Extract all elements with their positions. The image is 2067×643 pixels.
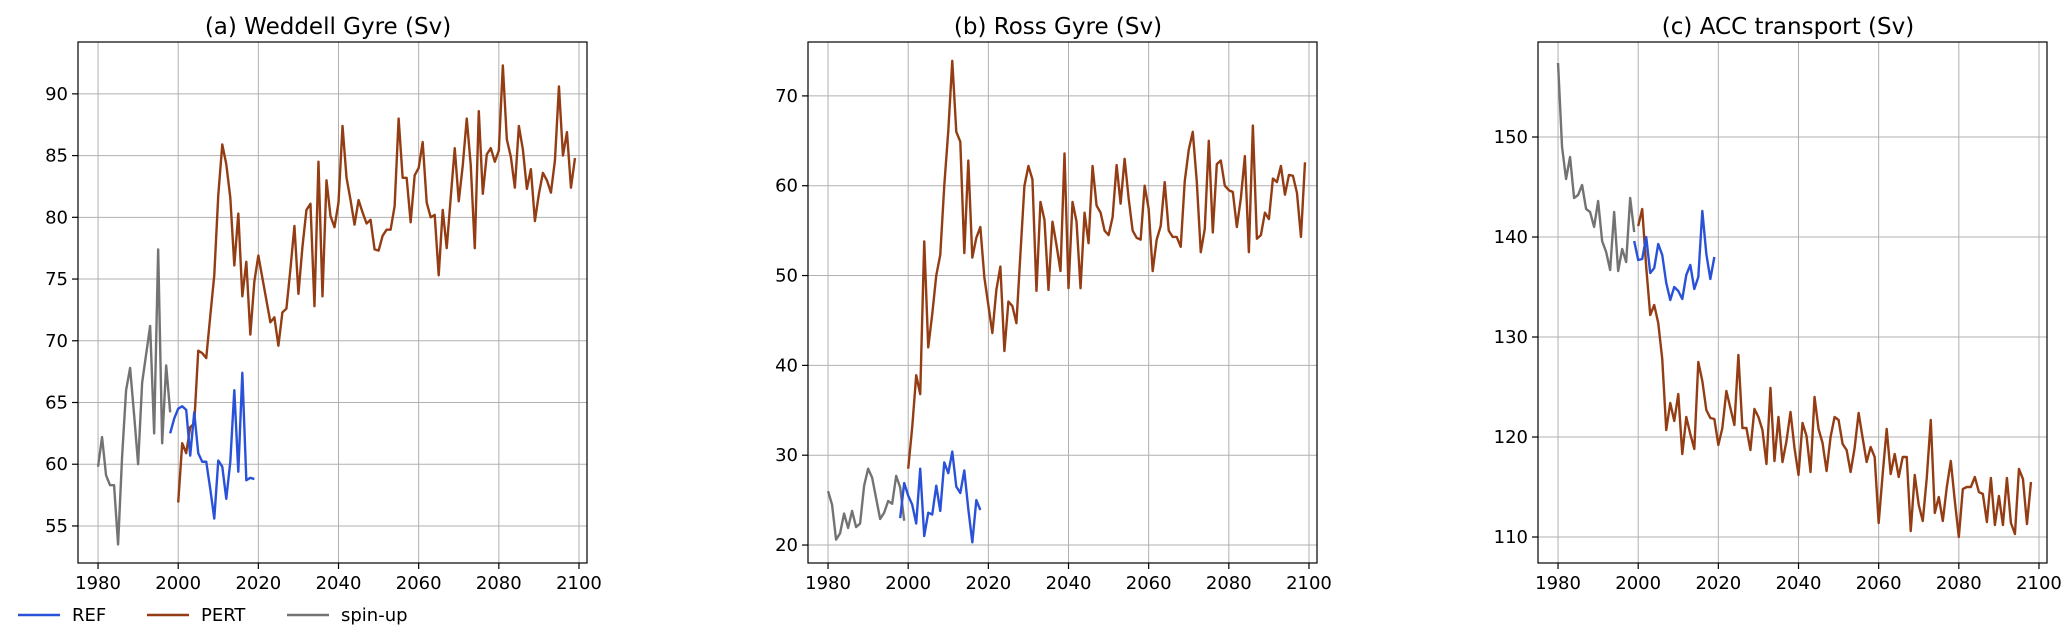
y-tick-label: 90 — [45, 84, 68, 105]
y-tick-label: 60 — [45, 454, 68, 475]
legend-label-ref: REF — [72, 605, 106, 626]
x-tick-label: 2040 — [1776, 573, 1822, 594]
plot-frame — [1537, 41, 2048, 564]
legend: REF PERT spin-up — [18, 605, 408, 626]
x-tick-label: 2040 — [1046, 573, 1092, 594]
series-line-spin-up — [826, 467, 906, 541]
series-line-pert — [177, 64, 577, 503]
series-line-ref — [1633, 209, 1716, 302]
y-tick-label: 110 — [1494, 527, 1528, 548]
panel-title: (b) Ross Gyre (Sv) — [954, 14, 1162, 40]
y-tick-label: 130 — [1494, 327, 1528, 348]
series-line-pert — [907, 59, 1307, 469]
y-tick-label: 20 — [775, 535, 798, 556]
y-tick-label: 40 — [775, 355, 798, 376]
legend-label-pert: PERT — [201, 605, 246, 626]
panel-title: (a) Weddell Gyre (Sv) — [205, 14, 451, 40]
y-tick-label: 30 — [775, 445, 798, 466]
panel-acc-transport: (c) ACC transport (Sv) 1980 2000 2020 2040 2… — [1494, 14, 2062, 594]
x-tick-label: 2020 — [965, 573, 1011, 594]
series-line-spin-up — [96, 248, 172, 546]
y-tick-label: 65 — [45, 393, 68, 414]
panel-weddell-gyre: (a) Weddell Gyre (Sv) 1980 2000 2020 2040 20… — [45, 14, 602, 594]
x-tick-label: 2100 — [1286, 573, 1332, 594]
x-tick-label: 1980 — [1535, 573, 1581, 594]
y-tick-label: 60 — [775, 176, 798, 197]
plot-frame — [807, 41, 1318, 564]
y-tick-label: 70 — [775, 86, 798, 107]
x-tick-label: 2080 — [1206, 573, 1252, 594]
y-tick-label: 70 — [45, 331, 68, 352]
x-tick-label: 2000 — [155, 573, 201, 594]
panel-title: (c) ACC transport (Sv) — [1662, 14, 1914, 40]
series-line-spin-up — [1556, 62, 1636, 273]
x-tick-label: 1980 — [805, 573, 851, 594]
y-tick-label: 85 — [45, 146, 68, 167]
x-tick-label: 2060 — [1856, 573, 1902, 594]
y-tick-label: 75 — [45, 269, 68, 290]
series-line-ref — [169, 371, 255, 520]
x-tick-label: 2100 — [2016, 573, 2062, 594]
x-tick-label: 2020 — [235, 573, 281, 594]
y-tick-label: 150 — [1494, 127, 1528, 148]
x-tick-label: 2100 — [556, 573, 602, 594]
series-line-pert — [1637, 207, 2033, 539]
series-line-ref — [898, 450, 982, 544]
plot-frame — [77, 41, 588, 564]
x-tick-label: 2080 — [476, 573, 522, 594]
panel-ross-gyre: (b) Ross Gyre (Sv) 1980 2000 2020 2040 2060 2… — [775, 14, 1332, 594]
x-tick-label: 2060 — [396, 573, 442, 594]
x-tick-label: 2080 — [1936, 573, 1982, 594]
x-tick-label: 1980 — [75, 573, 121, 594]
x-tick-label: 2060 — [1126, 573, 1172, 594]
x-tick-label: 2020 — [1695, 573, 1741, 594]
y-tick-label: 50 — [775, 266, 798, 287]
y-tick-label: 120 — [1494, 427, 1528, 448]
x-tick-label: 2000 — [885, 573, 931, 594]
y-tick-label: 55 — [45, 516, 68, 537]
y-tick-label: 80 — [45, 207, 68, 228]
y-tick-label: 140 — [1494, 227, 1528, 248]
x-tick-label: 2040 — [316, 573, 362, 594]
x-tick-label: 2000 — [1615, 573, 1661, 594]
legend-label-spin-up: spin-up — [341, 605, 408, 626]
